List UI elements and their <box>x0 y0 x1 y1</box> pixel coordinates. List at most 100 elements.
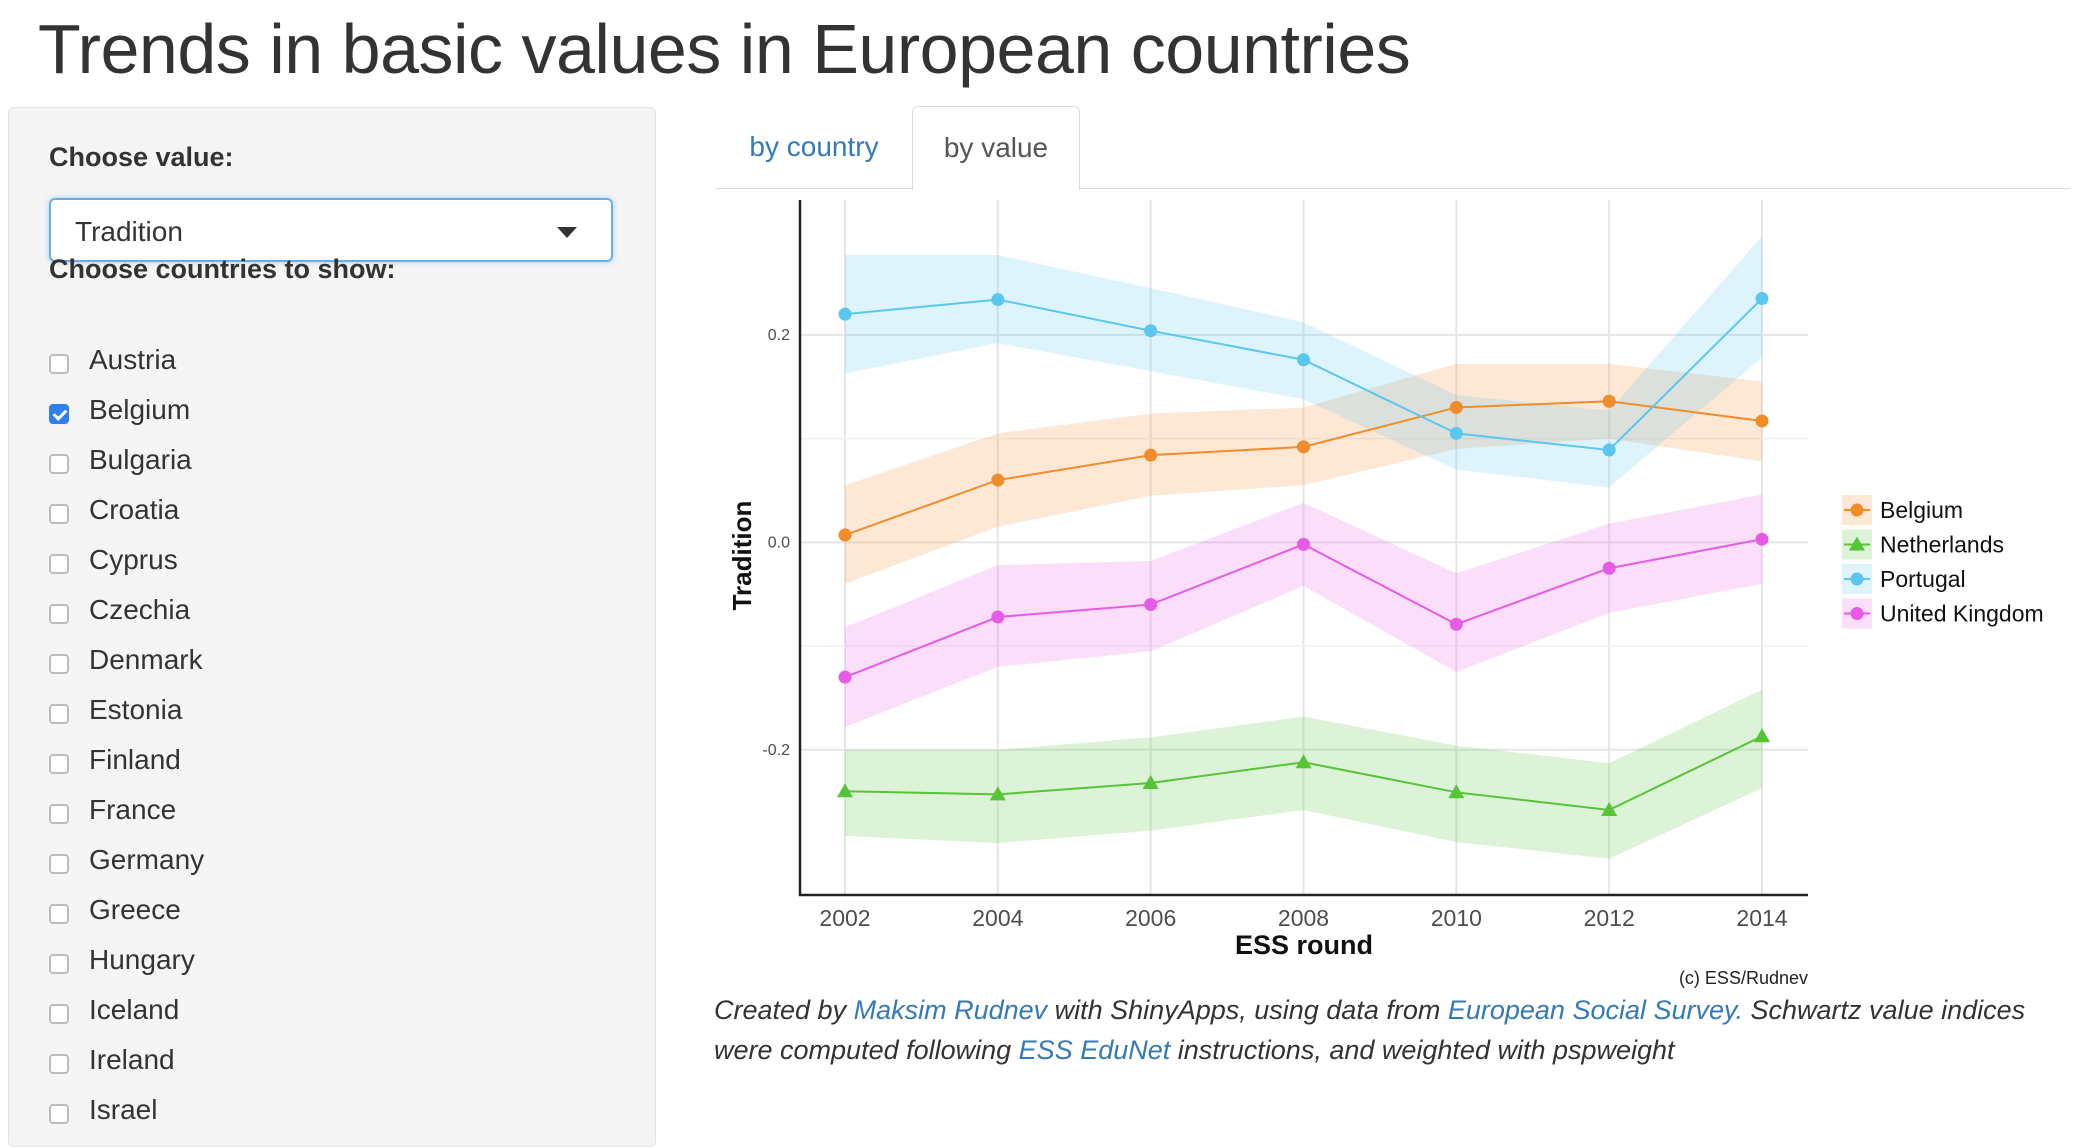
data-point-belgium <box>1755 414 1769 428</box>
confidence-band-netherlands <box>845 689 1762 859</box>
country-checkbox[interactable] <box>49 954 69 974</box>
country-option-bulgaria[interactable]: Bulgaria <box>49 444 449 494</box>
value-select[interactable]: Tradition <box>49 198 613 262</box>
country-option-estonia[interactable]: Estonia <box>49 694 449 744</box>
y-tick-label: -0.2 <box>762 742 790 759</box>
x-axis-title: ESS round <box>1235 930 1373 960</box>
country-option-austria[interactable]: Austria <box>49 344 449 394</box>
data-point-united-kingdom <box>1144 598 1158 612</box>
tradition-trend-chart: -0.2 0.0 0.2 2002 2004 2006 2008 2010 2012 2014 ES… <box>727 200 2044 988</box>
data-point-united-kingdom <box>838 670 852 684</box>
country-option-hungary[interactable]: Hungary <box>49 944 449 994</box>
x-tick-label: 2006 <box>1125 905 1176 931</box>
country-option-finland[interactable]: Finland <box>49 744 449 794</box>
sidebar-panel: Choose value: Tradition Choose countries… <box>8 107 656 1147</box>
data-point-belgium <box>1144 448 1158 462</box>
y-tick-label: 0.2 <box>768 327 790 344</box>
country-label: Czechia <box>89 594 191 625</box>
country-checkbox[interactable] <box>49 754 69 774</box>
tabs-divider <box>715 188 2070 189</box>
country-option-greece[interactable]: Greece <box>49 894 449 944</box>
page-title: Trends in basic values in European count… <box>38 10 1411 88</box>
legend-label: United Kingdom <box>1880 601 2044 627</box>
data-point-belgium <box>991 473 1005 487</box>
legend-key-marker <box>1850 607 1864 620</box>
data-point-netherlands <box>1448 784 1465 799</box>
country-label: Hungary <box>89 944 195 975</box>
data-point-netherlands <box>1754 728 1770 743</box>
data-point-united-kingdom <box>991 610 1005 624</box>
footer-credits: Created by Maksim Rudnev with ShinyApps,… <box>714 990 2034 1070</box>
x-tick-label: 2008 <box>1278 905 1329 931</box>
legend-key-marker <box>1849 536 1865 551</box>
country-checkbox[interactable] <box>49 904 69 924</box>
country-option-germany[interactable]: Germany <box>49 844 449 894</box>
data-point-united-kingdom <box>1602 561 1616 575</box>
country-checkbox[interactable] <box>49 504 69 524</box>
country-checkbox[interactable] <box>49 604 69 624</box>
country-label: Greece <box>89 894 181 925</box>
footer-text-with: with ShinyApps, using data from <box>1047 995 1448 1025</box>
country-option-ireland[interactable]: Ireland <box>49 1044 449 1094</box>
data-point-portugal <box>1602 443 1616 457</box>
country-checkbox[interactable] <box>49 404 69 424</box>
country-checkbox[interactable] <box>49 1004 69 1024</box>
data-point-portugal <box>1297 353 1310 367</box>
data-point-united-kingdom <box>1755 532 1769 546</box>
data-point-portugal <box>1144 324 1158 338</box>
country-option-denmark[interactable]: Denmark <box>49 644 449 694</box>
country-option-croatia[interactable]: Croatia <box>49 494 449 544</box>
data-point-belgium <box>1449 400 1463 414</box>
legend-key-marker <box>1850 503 1864 517</box>
country-label: France <box>89 794 177 825</box>
country-option-israel[interactable]: Israel <box>49 1094 449 1144</box>
country-label: Israel <box>89 1094 158 1125</box>
country-checkbox[interactable] <box>49 1054 69 1074</box>
country-checkbox[interactable] <box>49 704 69 724</box>
country-option-cyprus[interactable]: Cyprus <box>49 544 449 594</box>
country-option-iceland[interactable]: Iceland <box>49 994 449 1044</box>
country-label: Austria <box>89 344 177 375</box>
country-option-belgium[interactable]: Belgium <box>49 394 449 444</box>
country-label: Croatia <box>89 494 180 525</box>
footer-text-end: instructions, and weighted with pspweigh… <box>1170 1035 1675 1065</box>
data-point-portugal <box>991 293 1005 307</box>
ess-link[interactable]: European Social Survey. <box>1447 995 1744 1025</box>
country-label: Estonia <box>89 694 183 725</box>
country-checkbox[interactable] <box>49 854 69 874</box>
data-point-netherlands <box>1295 754 1312 769</box>
author-link[interactable]: Maksim Rudnev <box>853 995 1048 1025</box>
data-point-netherlands <box>837 783 853 798</box>
tab-by-value[interactable]: by value <box>912 106 1080 191</box>
data-point-united-kingdom <box>1449 617 1463 631</box>
country-label: Belgium <box>89 394 191 425</box>
y-tick-label: 0.0 <box>768 534 790 551</box>
data-point-portugal <box>838 307 852 321</box>
country-checkbox[interactable] <box>49 554 69 574</box>
choose-value-label: Choose value: <box>49 142 234 172</box>
country-label: Iceland <box>89 994 180 1025</box>
edunet-link[interactable]: ESS EduNet <box>1018 1035 1171 1065</box>
value-select-current: Tradition <box>75 216 183 247</box>
data-point-portugal <box>1755 292 1769 306</box>
data-point-netherlands <box>1601 801 1618 816</box>
confidence-band-united-kingdom <box>845 494 1762 727</box>
data-point-netherlands <box>989 786 1006 801</box>
tab-by-country[interactable]: by country <box>749 131 879 162</box>
y-axis-title: Tradition <box>727 501 757 611</box>
legend-label: Netherlands <box>1880 532 2004 558</box>
data-point-belgium <box>1602 394 1616 408</box>
country-checkbox[interactable] <box>49 654 69 674</box>
footer-text-indices: Schwartz value indices were computed fol… <box>714 995 2026 1065</box>
country-option-france[interactable]: France <box>49 794 449 844</box>
country-checkbox-list: Austria Belgium Bulgaria Croatia Cyprus Czech… <box>49 344 449 1144</box>
country-checkbox[interactable] <box>49 454 69 474</box>
country-checkbox[interactable] <box>49 1104 69 1124</box>
country-checkbox[interactable] <box>49 354 69 374</box>
country-option-czechia[interactable]: Czechia <box>49 594 449 644</box>
country-checkbox[interactable] <box>49 804 69 824</box>
legend-key-marker <box>1850 572 1864 586</box>
country-label: Denmark <box>89 644 203 675</box>
legend-label: Belgium <box>1880 497 1963 523</box>
data-point-belgium <box>1297 440 1310 454</box>
